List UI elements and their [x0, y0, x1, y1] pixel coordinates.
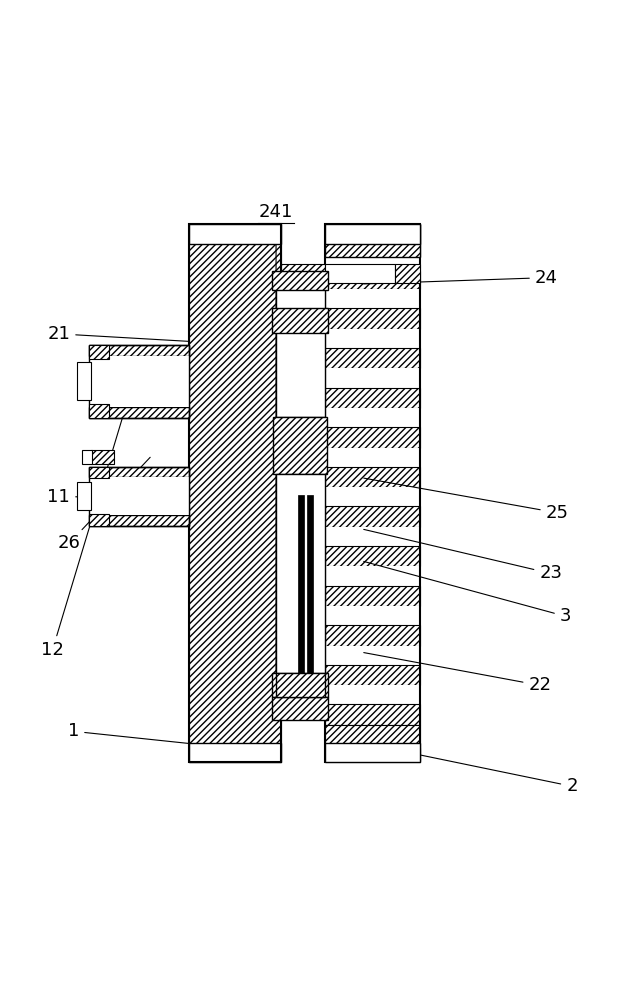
Bar	[325, 329, 420, 348]
Bar	[89, 467, 109, 478]
Bar	[89, 356, 189, 407]
Bar	[325, 224, 420, 762]
Bar	[276, 283, 325, 417]
Bar	[325, 224, 420, 257]
Bar	[325, 748, 420, 761]
Text: 22: 22	[364, 653, 551, 694]
Bar	[325, 685, 420, 704]
Text: 3: 3	[364, 561, 571, 625]
Bar	[272, 308, 328, 333]
Bar	[77, 482, 91, 510]
Bar	[325, 743, 420, 762]
Text: 21: 21	[47, 325, 189, 343]
Bar	[273, 417, 327, 474]
Text: 1: 1	[68, 722, 192, 744]
Text: 241: 241	[259, 203, 293, 675]
Bar	[77, 362, 91, 400]
Bar	[395, 264, 420, 283]
Bar	[272, 271, 328, 290]
Bar	[325, 527, 420, 546]
Bar	[325, 748, 420, 761]
Bar	[325, 487, 420, 506]
Bar	[325, 224, 420, 257]
Bar	[325, 606, 420, 625]
Bar	[325, 408, 420, 427]
Bar	[325, 467, 420, 487]
Bar	[325, 257, 420, 271]
Bar	[189, 224, 281, 762]
Text: 26: 26	[58, 457, 150, 552]
Bar	[89, 407, 189, 418]
Bar	[272, 673, 328, 697]
Bar	[325, 448, 420, 467]
Bar	[272, 697, 328, 720]
Bar	[325, 546, 420, 566]
Text: 11: 11	[47, 488, 122, 506]
Bar	[325, 308, 420, 329]
Bar	[82, 450, 92, 464]
Bar	[325, 704, 420, 725]
Bar	[89, 467, 189, 477]
Bar	[325, 388, 420, 408]
Text: 25: 25	[364, 478, 569, 522]
Text: 24: 24	[364, 269, 558, 287]
Bar	[91, 450, 114, 464]
Bar	[325, 368, 420, 388]
Bar	[325, 646, 420, 665]
Bar	[325, 224, 420, 244]
Bar	[276, 474, 325, 680]
Bar	[281, 264, 325, 283]
Bar	[189, 224, 281, 762]
Bar	[89, 514, 109, 526]
Bar	[276, 673, 325, 697]
Bar	[325, 348, 420, 368]
Text: 12: 12	[41, 413, 124, 659]
Bar	[325, 725, 420, 761]
Bar	[325, 665, 420, 685]
Text: 2: 2	[370, 745, 578, 795]
Bar	[189, 743, 281, 762]
Bar	[89, 467, 189, 526]
Bar	[89, 345, 189, 418]
Bar	[325, 586, 420, 606]
Bar	[89, 404, 109, 418]
Bar	[325, 271, 420, 289]
Bar	[89, 477, 189, 515]
Bar	[325, 566, 420, 586]
Bar	[325, 625, 420, 646]
Bar	[89, 345, 109, 359]
Bar	[298, 495, 304, 674]
Bar	[325, 289, 420, 308]
Bar	[89, 515, 189, 526]
Text: 23: 23	[364, 529, 562, 582]
Bar	[189, 224, 281, 244]
Bar	[325, 506, 420, 527]
Bar	[307, 495, 313, 674]
Bar	[89, 345, 189, 356]
Bar	[325, 427, 420, 448]
Bar	[325, 264, 395, 283]
